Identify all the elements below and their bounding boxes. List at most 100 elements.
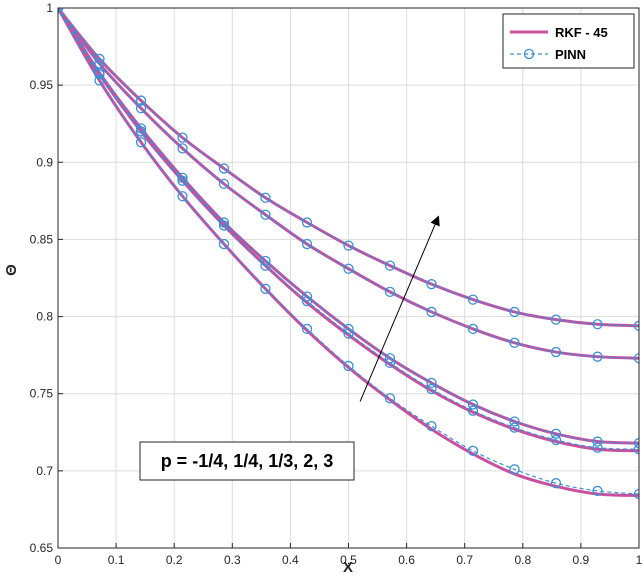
plot-frame — [57, 7, 640, 549]
pinn-point — [509, 422, 520, 433]
x-tick-label: 1 — [636, 553, 643, 567]
pinn-point — [260, 260, 271, 271]
pinn-point — [509, 337, 520, 348]
pinn-point — [550, 478, 562, 489]
pinn-point — [301, 217, 313, 228]
y-tick-label: 0.8 — [36, 310, 53, 324]
pinn-point — [260, 255, 271, 267]
pinn-point — [177, 143, 188, 154]
pinn-point — [633, 437, 639, 449]
pinn-point — [260, 192, 271, 203]
pinn-point — [467, 323, 479, 335]
pinn-point — [260, 283, 271, 294]
pinn-point — [177, 191, 188, 202]
pinn-point — [135, 103, 147, 114]
pinn-point — [343, 360, 354, 372]
series-layer — [58, 8, 639, 500]
pinn-point — [177, 175, 188, 186]
pinn-point — [94, 53, 105, 65]
pinn-point — [467, 294, 479, 305]
pinn-point — [467, 399, 479, 410]
pinn-point — [550, 314, 562, 325]
pinn-line-1 — [58, 8, 639, 495]
pinn-point — [301, 295, 313, 307]
pinn-point — [467, 445, 479, 456]
y-tick-label: 0.95 — [30, 78, 54, 92]
pinn-point — [135, 126, 147, 137]
rkf-line-1 — [58, 8, 639, 498]
axis-ticks: 0 0.1 0.2 0.3 0.4 0.5 0.6 0.7 0.8 0.9 1 0.65 0.7 0.75… — [30, 1, 643, 567]
pinn-point — [384, 393, 396, 404]
pinn-point — [592, 436, 603, 447]
pinn-point — [135, 123, 147, 134]
pinn-point — [384, 260, 396, 271]
pinn-point — [218, 178, 230, 190]
y-tick-label: 0.75 — [30, 387, 54, 401]
x-tick-label: 0.3 — [224, 553, 241, 567]
x-axis-label: X — [343, 559, 353, 576]
pinn-point — [426, 420, 437, 432]
legend-box — [502, 13, 635, 69]
pinn-point — [509, 306, 520, 318]
annotation-text: p = -1/4, 1/4, 1/3, 2, 3 — [161, 451, 334, 471]
annotation: p = -1/4, 1/4, 1/3, 2, 3 — [139, 215, 440, 481]
pinn-line-5 — [58, 8, 639, 327]
legend-label-pinn: PINN — [555, 47, 586, 62]
legend: RKF - 45 PINN — [502, 13, 635, 69]
annotation-box — [139, 441, 355, 481]
pinn-point — [135, 95, 147, 106]
pinn-point — [592, 351, 603, 362]
legend-label-rkf: RKF - 45 — [555, 25, 608, 40]
x-tick-label: 0.1 — [108, 553, 125, 567]
x-tick-label: 0.9 — [573, 553, 590, 567]
pinn-point — [218, 238, 230, 250]
pinn-point — [384, 353, 396, 364]
pinn-point — [177, 132, 188, 143]
pinn-point — [633, 488, 639, 500]
y-tick-label: 1 — [46, 1, 53, 15]
x-tick-label: 0 — [55, 553, 62, 567]
annotation-arrow — [359, 215, 440, 402]
y-tick-label: 0.65 — [30, 541, 54, 555]
legend-marker-pinn — [523, 48, 535, 60]
pinn-point — [426, 279, 437, 290]
pinn-point — [592, 442, 603, 453]
pinn-point — [218, 220, 230, 231]
pinn-line-3 — [58, 8, 639, 444]
pinn-point — [467, 405, 479, 416]
x-tick-label: 0.8 — [514, 553, 531, 567]
pinn-point — [343, 263, 354, 274]
pinn-line-2 — [58, 8, 639, 450]
pinn-point — [426, 383, 437, 395]
pinn-point — [343, 240, 354, 251]
pinn-point — [426, 306, 437, 318]
pinn-point — [177, 172, 188, 183]
pinn-point — [218, 217, 230, 228]
pinn-point — [426, 377, 437, 389]
pinn-point — [301, 323, 313, 335]
pinn-point — [301, 238, 313, 250]
pinn-point — [550, 434, 562, 446]
pinn-point — [343, 323, 354, 335]
pinn-point — [384, 286, 396, 298]
y-tick-label: 0.85 — [30, 232, 54, 246]
x-tick-label: 0.5 — [340, 553, 357, 567]
pinn-point — [592, 319, 603, 330]
pinn-line-4 — [58, 8, 639, 359]
y-tick-label: 0.7 — [36, 464, 53, 478]
x-tick-label: 0.7 — [456, 553, 473, 567]
pinn-point — [592, 485, 603, 497]
x-tick-label: 0.2 — [166, 553, 183, 567]
pinn-point — [633, 353, 639, 364]
pinn-point — [301, 291, 313, 302]
pinn-point — [550, 428, 562, 439]
pinn-point — [509, 416, 520, 427]
pinn-point — [633, 444, 639, 455]
x-tick-label: 0.4 — [282, 553, 299, 567]
pinn-point — [509, 464, 520, 475]
pinn-point — [633, 320, 639, 331]
pinn-point — [550, 346, 562, 358]
pinn-point — [260, 209, 271, 220]
x-tick-label: 0.6 — [398, 553, 415, 567]
